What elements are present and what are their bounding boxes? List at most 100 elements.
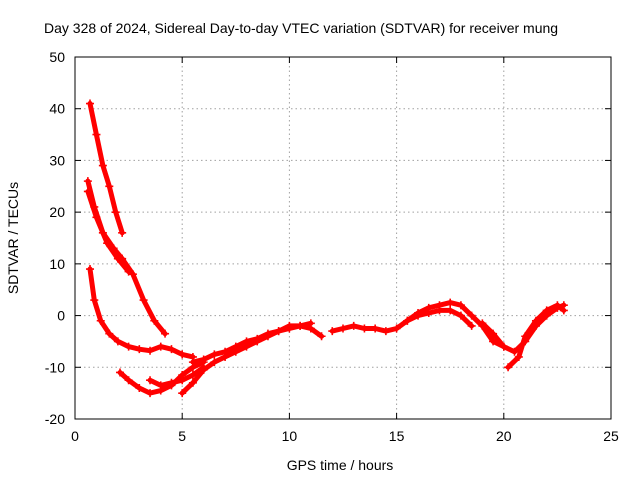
data-point [296,321,305,330]
y-axis-label: SDTVAR / TECUs [5,182,21,294]
data-point [86,265,95,274]
y-tick-label: 30 [49,152,65,168]
data-point [161,329,170,338]
series-line [505,302,567,370]
data-point [253,334,262,343]
data-point [113,337,122,346]
data-point [349,321,358,330]
y-tick-label: 20 [49,204,65,220]
data-point [392,324,401,333]
y-tick-label: 40 [49,101,65,117]
x-tick-label: 0 [71,428,79,444]
data-point [83,187,92,196]
data-point [128,270,137,279]
data-point [188,378,197,387]
series-line [87,101,125,236]
data-point [559,306,568,315]
data-point [478,319,487,328]
data-point [521,332,530,341]
series-track-12 [504,301,568,372]
data-point [371,324,380,333]
data-point [414,311,423,320]
y-tick-label: 10 [49,256,65,272]
data-point [231,342,240,351]
data-point [113,254,122,263]
data-point [446,298,455,307]
data-point [514,352,523,361]
series-track-10 [403,306,476,330]
data-point [360,324,369,333]
data-point [467,311,476,320]
data-point [90,296,99,305]
data-point [221,347,230,356]
series-track-1 [86,99,127,237]
data-point [199,355,208,364]
data-point [116,368,125,377]
data-point [403,316,412,325]
data-point [178,376,187,385]
data-point [263,329,272,338]
data-point [489,329,498,338]
data-point [156,342,165,351]
series-line [147,364,207,388]
data-point [542,306,551,315]
chart-title: Day 328 of 2024, Sidereal Day-to-day VTE… [44,20,558,36]
data-point [118,228,127,237]
data-point [105,329,114,338]
data-point [306,319,315,328]
x-tick-label: 25 [603,428,619,444]
data-point [424,308,433,317]
data-point [553,301,562,310]
data-point [111,208,120,217]
data-point [510,347,519,356]
y-tick-label: 50 [49,49,65,65]
data-point [103,239,112,248]
data-point [188,371,197,380]
data-point [199,365,208,374]
data-point [105,182,114,191]
x-tick-label: 5 [178,428,186,444]
data-point [456,311,465,320]
data-point [135,383,144,392]
y-tick-label: -10 [45,359,65,375]
data-point [124,376,133,385]
x-axis-label: GPS time / hours [287,457,394,473]
data-point [446,306,455,315]
data-point [210,350,219,359]
data-point [86,99,95,108]
axis-ticks: 0 5 10 15 20 25 -20 -10 0 10 20 30 40 50 [45,49,619,444]
y-tick-label: -20 [45,411,65,427]
data-point [139,296,148,305]
data-point [146,376,155,385]
data-point [146,389,155,398]
y-tick-label: 0 [57,308,65,324]
plot-frame [74,56,612,420]
series-track-6 [146,363,208,390]
data-point [242,337,251,346]
data-point [167,345,176,354]
data-point [489,337,498,346]
data-point [83,177,92,186]
data-point [317,332,326,341]
series-line [87,266,196,360]
series-track-8 [188,319,315,367]
data-point [188,358,197,367]
data-point [274,327,283,336]
x-tick-label: 15 [389,428,405,444]
data-point [92,213,101,222]
data-point [467,321,476,330]
data-point [456,301,465,310]
data-point [135,345,144,354]
data-point [98,161,107,170]
data-point [124,267,133,276]
data-point [167,378,176,387]
series-track-3 [83,187,133,276]
data-point [328,327,337,336]
data-point [124,342,133,351]
data-point [210,358,219,367]
data-point [285,321,294,330]
data-point [435,306,444,315]
data-point [156,381,165,390]
data-point [92,130,101,139]
